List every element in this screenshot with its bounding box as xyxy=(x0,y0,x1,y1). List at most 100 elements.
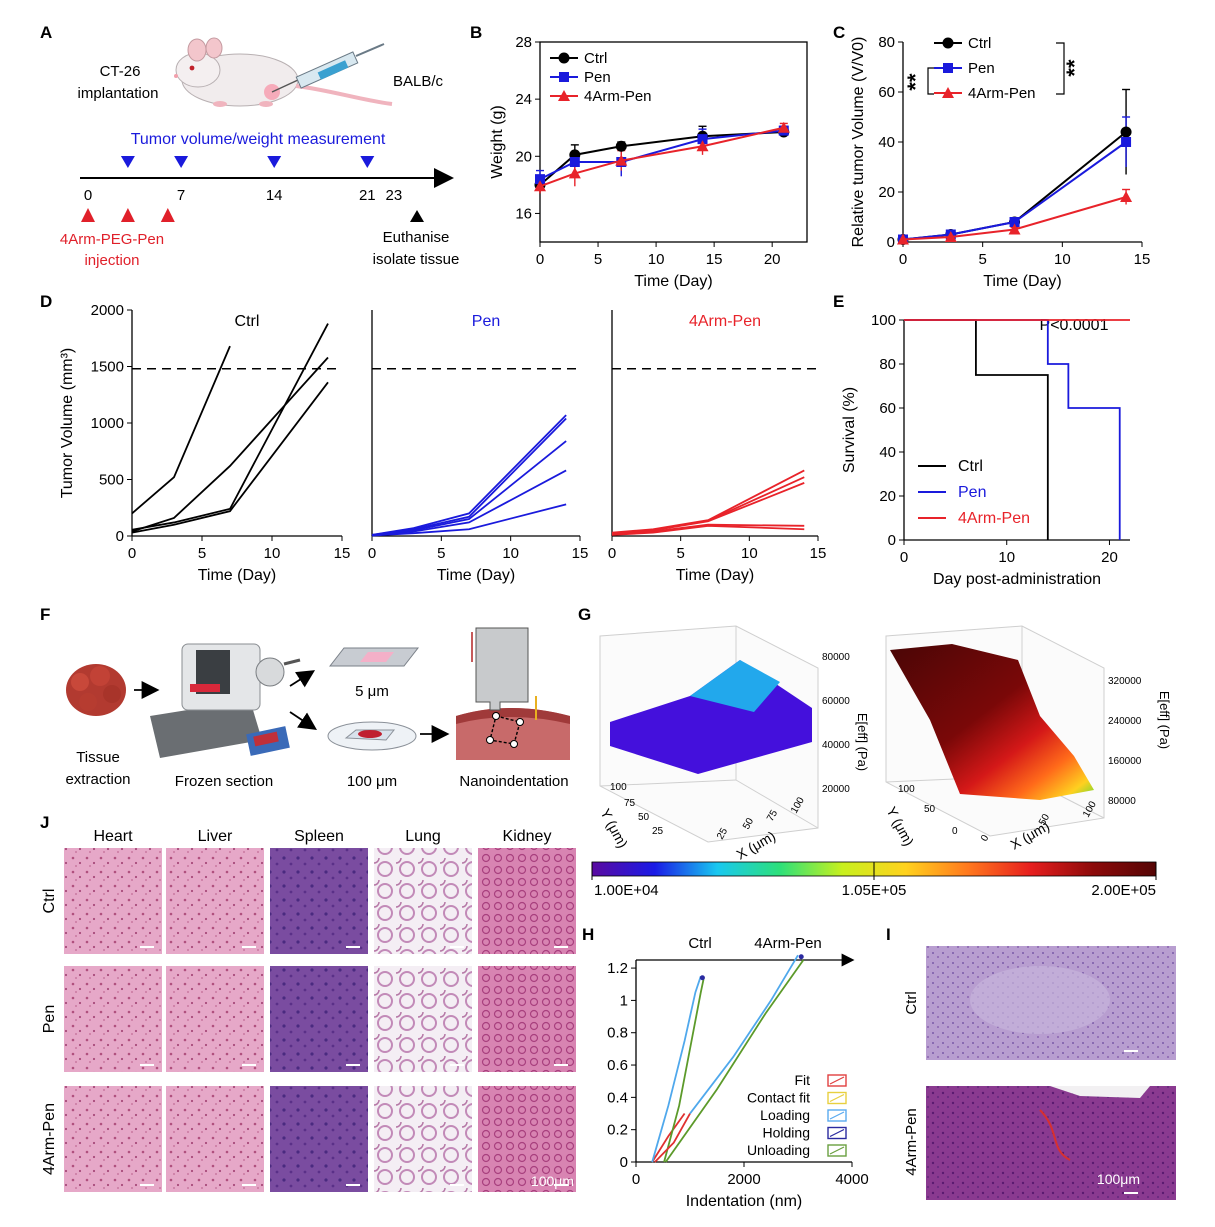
injection-triangle-2 xyxy=(160,208,175,222)
e-legend-4arm-pen-label: 4Arm-Pen xyxy=(958,510,1030,527)
h-legend-contact-fit-swatch-glyph xyxy=(829,1093,845,1103)
histology-image-4arm-pen-kidney xyxy=(478,1086,576,1192)
c-pen-point-2 xyxy=(1009,217,1020,227)
g-left-y-tick-1: 50 xyxy=(638,812,650,823)
c-legend-ctrl-label: Ctrl xyxy=(968,35,991,52)
e-pen-curve xyxy=(904,319,1121,540)
syringe-icon xyxy=(271,43,385,93)
g-left-z-label: E[eff] (Pa) xyxy=(855,713,870,771)
h-legend-fit-label: Fit xyxy=(794,1072,810,1088)
d-ctrl-line-0 xyxy=(131,345,231,515)
timeline-tick-3: 21 xyxy=(359,187,376,204)
h-group-label-4arm: 4Arm-Pen xyxy=(754,935,822,952)
h-ctrl-holding-marker xyxy=(699,975,705,981)
e-y-tick-3: 60 xyxy=(879,400,896,417)
d-pen-x-tick-0: 0 xyxy=(368,545,376,562)
histology-scale-bar-4arm-pen-spleen xyxy=(346,1184,360,1186)
panel-label-d: D xyxy=(40,292,52,311)
g-right-z-label: E[eff] (Pa) xyxy=(1157,691,1172,749)
colorbar-label-mid: 1.05E+05 xyxy=(842,882,907,899)
c-y-tick-0: 0 xyxy=(887,234,895,251)
surface-right: 320000 240000 160000 80000 E[eff] (Pa) 0… xyxy=(883,625,1172,853)
histology-image-ctrl-liver xyxy=(166,848,264,954)
tumor-row-label-ctrl: Ctrl xyxy=(903,991,920,1014)
histology-image-pen-lung xyxy=(374,966,472,1072)
b-legend-pen-label: Pen xyxy=(584,69,611,86)
d-4arm-pen-x-tick-0: 0 xyxy=(608,545,616,562)
arrow-to-thin xyxy=(289,670,316,688)
h-4arm-fit-curve xyxy=(654,1113,691,1163)
g-left-z-tick-0: 20000 xyxy=(822,784,850,795)
b-4arm-pen-point-3 xyxy=(696,140,709,152)
g-right-y-tick-2: 100 xyxy=(898,784,915,795)
histology-scale-bar-4arm-pen-lung xyxy=(450,1184,464,1186)
mouse-icon xyxy=(174,37,393,107)
g-left-x-tick-0: 25 xyxy=(715,826,730,842)
e-x-tick-2: 20 xyxy=(1101,549,1118,566)
e-x-tick-1: 10 xyxy=(998,549,1015,566)
panel-label-e: E xyxy=(833,292,844,311)
d-ctrl-y-tick-1: 500 xyxy=(99,472,124,489)
g-right-z-tick-2: 240000 xyxy=(1108,716,1142,727)
panel-label-j: J xyxy=(40,813,49,832)
histology-col-label-kidney: Kidney xyxy=(503,828,552,845)
h-4arm-holding-marker xyxy=(798,954,804,960)
schematic-timeline: CT-26 implantation BALB/c Tumor volume/w… xyxy=(60,37,459,269)
h-4arm-loading-curve xyxy=(689,954,799,1115)
g-left-x-tick-1: 50 xyxy=(741,816,756,832)
d-ctrl-x-tick-3: 15 xyxy=(334,545,351,562)
b-ctrl-point-2 xyxy=(615,140,627,152)
e-x-label: Day post-administration xyxy=(933,571,1101,588)
e-y-tick-2: 40 xyxy=(879,444,896,461)
h-legend-contact-fit-label: Contact fit xyxy=(747,1090,810,1106)
h-x-tick-1: 2000 xyxy=(727,1171,760,1188)
b-y-tick-0: 16 xyxy=(515,205,532,222)
c-ctrl-point-3 xyxy=(1120,126,1132,138)
e-y-tick-5: 100 xyxy=(871,312,896,329)
b-legend-4arm-pen-label: 4Arm-Pen xyxy=(584,88,652,105)
c-x-tick-2: 10 xyxy=(1054,251,1071,268)
histology-scale-bar-ctrl-spleen xyxy=(346,946,360,948)
tumor-edge xyxy=(1050,1086,1150,1098)
g-left-x-tick-2: 75 xyxy=(765,808,780,824)
histology-col-label-lung: Lung xyxy=(405,828,441,845)
histology-scale-label: 100μm xyxy=(531,1173,574,1189)
histology-grid: Heart Liver Spleen Lung Kidney Ctrl Pen 4Arm-Pe… xyxy=(41,828,576,1192)
d-ctrl-title: Ctrl xyxy=(235,313,260,330)
timeline-tick-1: 7 xyxy=(177,187,185,204)
tumor-histology: Ctrl 4Arm-Pen 100μm xyxy=(903,946,1176,1200)
e-y-label: Survival (%) xyxy=(841,387,858,473)
h-x-label: Indentation (nm) xyxy=(686,1193,803,1210)
d-ctrl-x-tick-0: 0 xyxy=(128,545,136,562)
histology-row-label-4arm-pen: 4Arm-Pen xyxy=(41,1103,58,1175)
d-pen-x-label: Time (Day) xyxy=(437,567,516,584)
chart-c-relative-volume: 0 5 10 15 0 20 40 60 80 Time (Day) Relative tumor … xyxy=(850,34,1150,290)
d-ctrl-x-tick-2: 10 xyxy=(264,545,281,562)
histology-image-4arm-pen-spleen xyxy=(270,1086,368,1192)
chart-e-survival: 0 10 20 0 20 40 60 80 100 Day post-administration… xyxy=(841,312,1130,588)
e-ctrl-curve xyxy=(904,319,1049,540)
panel-letters: A B C D E F G H I J xyxy=(40,23,891,944)
g-left-z-tick-2: 60000 xyxy=(822,696,850,707)
e-y-tick-1: 20 xyxy=(879,488,896,505)
d-4arm-pen-x-tick-2: 10 xyxy=(741,545,758,562)
d-ctrl-y-tick-0: 0 xyxy=(116,528,124,545)
d-pen-line-4 xyxy=(371,503,567,537)
g-left-y-tick-0: 25 xyxy=(652,826,664,837)
histology-scale-bar-4arm-pen-liver xyxy=(242,1184,256,1186)
b-4arm-pen-point-2 xyxy=(615,154,628,166)
step-frozen-section-label: Frozen section xyxy=(175,773,273,790)
c-sig-bracket-left xyxy=(927,67,934,95)
d-ctrl-line-3 xyxy=(131,381,329,534)
end-marker xyxy=(410,210,424,222)
chart-h-indentation: 0 2000 4000 0 0.2 0.4 0.6 0.8 1 1.2 Indentation (n… xyxy=(607,935,869,1210)
colorbar-label-max: 2.00E+05 xyxy=(1091,882,1156,899)
c-pen-line xyxy=(902,141,1127,241)
g-left-z-tick-3: 80000 xyxy=(822,652,850,663)
e-x-tick-0: 0 xyxy=(900,549,908,566)
b-4arm-pen-point-4 xyxy=(777,121,790,133)
d-ctrl-y-tick-3: 1500 xyxy=(91,359,124,376)
d-pen-line-3 xyxy=(371,469,567,537)
histology-scale-bar-pen-spleen xyxy=(346,1064,360,1066)
